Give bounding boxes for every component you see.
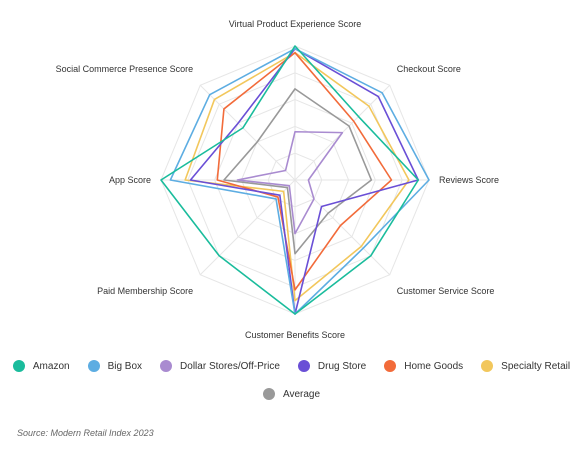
axis-label: App Score bbox=[109, 175, 151, 185]
legend-swatch bbox=[12, 360, 25, 372]
series-line-average bbox=[223, 88, 373, 255]
legend-swatch bbox=[297, 360, 310, 372]
legend-item[interactable]: Big Box bbox=[87, 360, 143, 372]
series-line-dollar-stores-off-price bbox=[236, 130, 344, 235]
radar-series bbox=[160, 45, 430, 315]
legend-item[interactable]: Drug Store bbox=[297, 360, 367, 372]
axis-label: Customer Service Score bbox=[397, 286, 495, 296]
legend-swatch bbox=[384, 360, 397, 372]
legend-label: Average bbox=[282, 388, 321, 400]
legend-label: Amazon bbox=[32, 360, 70, 372]
axis-labels: Virtual Product Experience Score Checkout… bbox=[56, 19, 499, 340]
axis-label: Reviews Score bbox=[439, 175, 499, 185]
legend-item[interactable]: Average bbox=[262, 388, 321, 400]
radar-grid bbox=[160, 45, 430, 315]
legend-item[interactable]: Amazon bbox=[12, 360, 70, 372]
source-note: Source: Modern Retail Index 2023 bbox=[17, 428, 154, 438]
axis-label: Customer Benefits Score bbox=[245, 330, 345, 340]
series-line-specialty-retail bbox=[184, 51, 410, 302]
series-line-amazon bbox=[160, 45, 420, 315]
radar-chart: Virtual Product Experience Score Checkout… bbox=[56, 19, 499, 340]
legend-swatch bbox=[481, 360, 494, 372]
axis-label: Paid Membership Score bbox=[97, 286, 193, 296]
axis-label: Virtual Product Experience Score bbox=[229, 19, 361, 29]
chart-legend: Amazon Big Box Dollar Stores/Off-Price Drug… bbox=[0, 356, 583, 404]
legend-label: Home Goods bbox=[404, 360, 464, 372]
legend-swatch bbox=[262, 388, 275, 400]
legend-row: Average bbox=[0, 384, 583, 404]
legend-label: Big Box bbox=[107, 360, 143, 372]
grid-spoke bbox=[199, 84, 296, 181]
axis-label: Checkout Score bbox=[397, 64, 461, 74]
legend-swatch bbox=[87, 360, 100, 372]
legend-item[interactable]: Specialty Retail bbox=[481, 360, 570, 372]
legend-label: Dollar Stores/Off-Price bbox=[180, 360, 280, 372]
legend-item[interactable]: Home Goods bbox=[384, 360, 463, 372]
grid-spoke bbox=[294, 179, 391, 276]
legend-item[interactable]: Dollar Stores/Off-Price bbox=[160, 360, 280, 372]
legend-label: Specialty Retail bbox=[501, 360, 571, 372]
axis-label: Social Commerce Presence Score bbox=[56, 64, 194, 74]
legend-label: Drug Store bbox=[317, 360, 367, 372]
legend-row: Amazon Big Box Dollar Stores/Off-Price Drug… bbox=[0, 356, 583, 376]
legend-swatch bbox=[160, 360, 173, 372]
series-line-home-goods bbox=[216, 51, 393, 291]
